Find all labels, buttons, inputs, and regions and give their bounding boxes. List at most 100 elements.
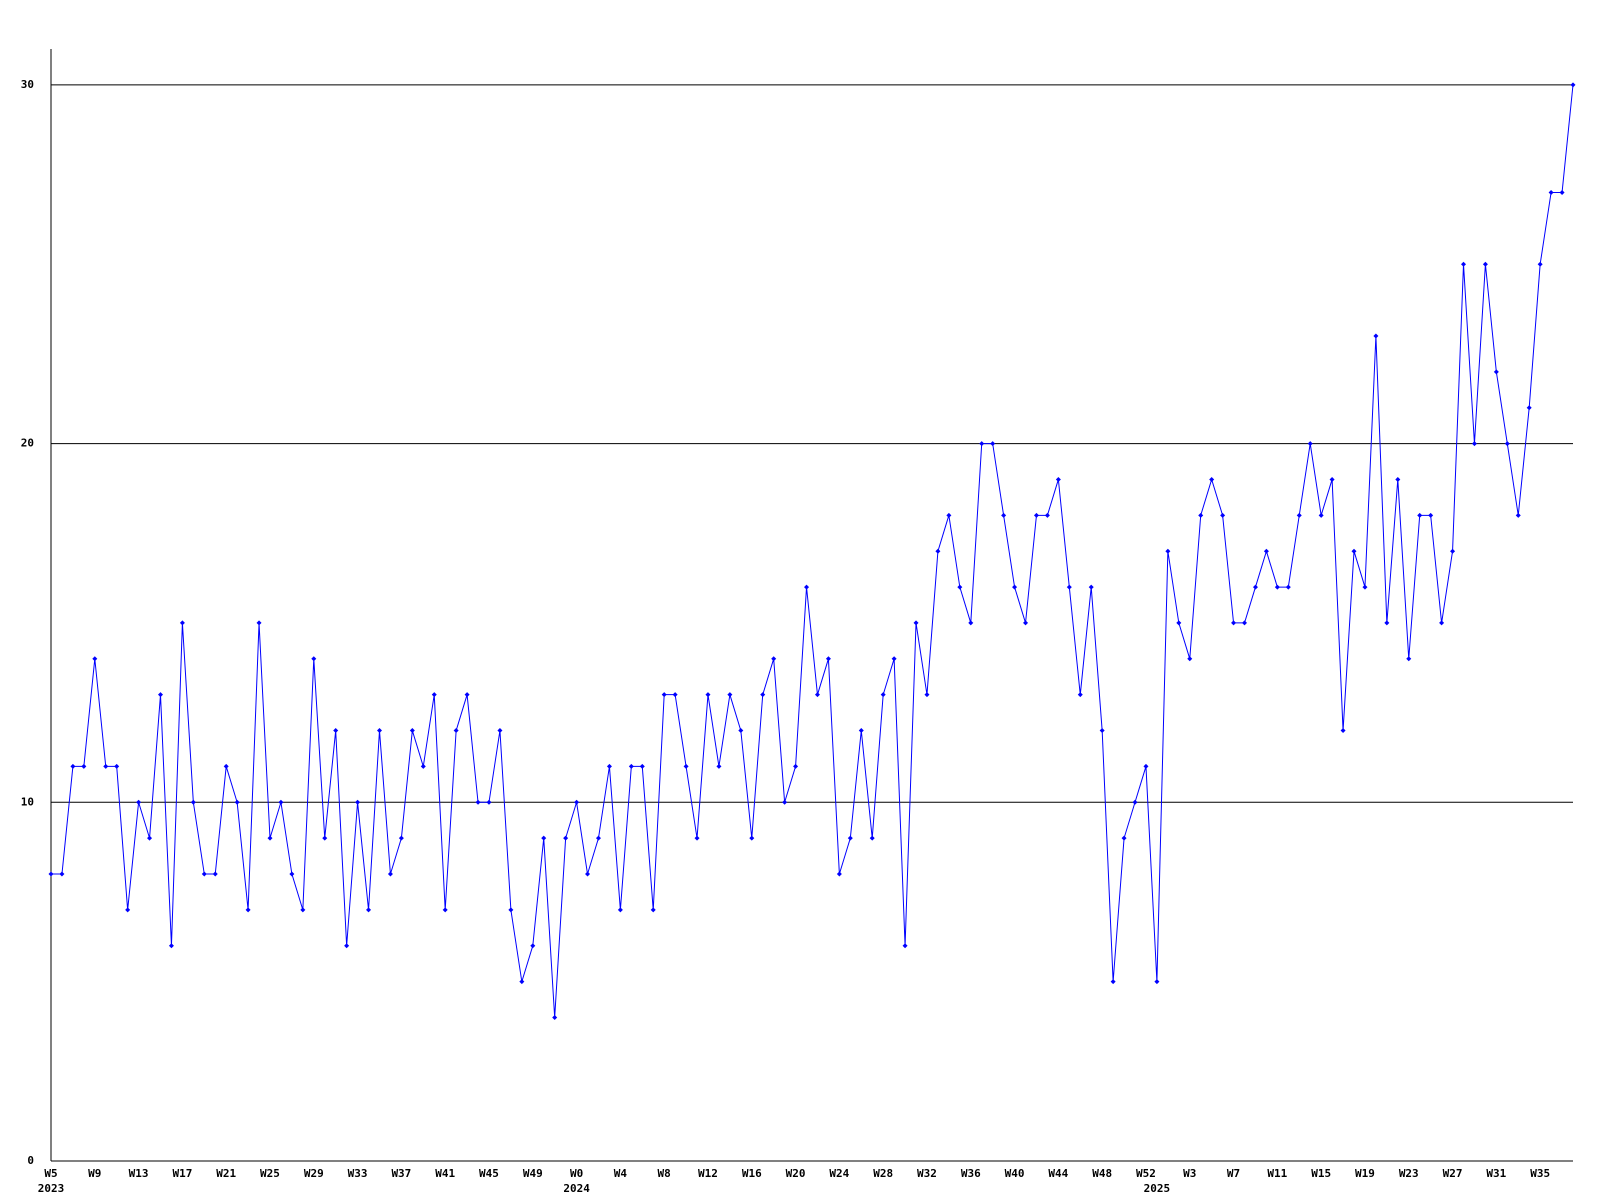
data-point <box>683 763 689 769</box>
data-point <box>858 728 864 734</box>
data-point <box>847 835 853 841</box>
x-tick-label: W35 <box>1530 1167 1550 1180</box>
data-point <box>541 835 547 841</box>
x-tick-label: W23 <box>1399 1167 1419 1180</box>
x-tick-label: W49 <box>523 1167 543 1180</box>
data-point <box>1176 620 1182 626</box>
data-point <box>289 871 295 877</box>
data-point <box>125 907 131 913</box>
data-point <box>147 835 153 841</box>
data-point <box>793 763 799 769</box>
data-point <box>585 871 591 877</box>
data-point <box>157 692 163 698</box>
data-point <box>935 548 941 554</box>
data-point <box>1209 476 1215 482</box>
data-point <box>1033 512 1039 518</box>
data-point <box>355 799 361 805</box>
x-tick-label: W9 <box>88 1167 101 1180</box>
data-point <box>1044 512 1050 518</box>
data-point <box>1471 441 1477 447</box>
data-point <box>201 871 207 877</box>
data-point <box>924 692 930 698</box>
data-point <box>1252 584 1258 590</box>
data-point <box>1110 979 1116 985</box>
data-point <box>1570 82 1576 88</box>
data-point <box>442 907 448 913</box>
x-tick-label: W48 <box>1092 1167 1112 1180</box>
data-point <box>1482 261 1488 267</box>
data-point <box>814 692 820 698</box>
data-point <box>1198 512 1204 518</box>
data-point <box>530 943 536 949</box>
data-point <box>1526 405 1532 411</box>
data-point <box>716 763 722 769</box>
data-point <box>245 907 251 913</box>
x-tick-label: W12 <box>698 1167 718 1180</box>
x-tick-label: W28 <box>873 1167 893 1180</box>
data-point <box>694 835 700 841</box>
x-tick-label: W16 <box>742 1167 762 1180</box>
data-point <box>1263 548 1269 554</box>
data-point <box>1406 656 1412 662</box>
year-label: 2025 <box>1144 1182 1171 1195</box>
x-tick-label: W19 <box>1355 1167 1375 1180</box>
data-point <box>1537 261 1543 267</box>
x-tick-label: W52 <box>1136 1167 1156 1180</box>
y-tick-label: 30 <box>21 78 34 91</box>
data-point <box>475 799 481 805</box>
x-tick-label: W7 <box>1227 1167 1240 1180</box>
x-tick-label: W36 <box>961 1167 981 1180</box>
data-point <box>420 763 426 769</box>
data-point <box>705 692 711 698</box>
data-point <box>278 799 284 805</box>
x-tick-label: W33 <box>348 1167 368 1180</box>
data-point <box>1515 512 1521 518</box>
data-point <box>628 763 634 769</box>
data-point <box>979 441 985 447</box>
data-point <box>749 835 755 841</box>
x-tick-label: W20 <box>786 1167 806 1180</box>
data-point <box>114 763 120 769</box>
data-point <box>1373 333 1379 339</box>
data-point <box>738 728 744 734</box>
x-tick-label: W31 <box>1486 1167 1506 1180</box>
data-point <box>836 871 842 877</box>
x-tick-label: W29 <box>304 1167 324 1180</box>
data-point <box>497 728 503 734</box>
data-point <box>212 871 218 877</box>
data-point <box>1504 441 1510 447</box>
data-point <box>771 656 777 662</box>
data-point <box>234 799 240 805</box>
data-point <box>782 799 788 805</box>
data-point <box>1493 369 1499 375</box>
x-tick-label: W3 <box>1183 1167 1196 1180</box>
data-point <box>59 871 65 877</box>
data-point <box>1340 728 1346 734</box>
data-point <box>1012 584 1018 590</box>
data-point <box>508 907 514 913</box>
data-point <box>891 656 897 662</box>
x-tick-label: W4 <box>614 1167 628 1180</box>
data-point <box>1242 620 1248 626</box>
data-point <box>1121 835 1127 841</box>
data-point <box>366 907 372 913</box>
x-tick-label: W44 <box>1048 1167 1068 1180</box>
x-tick-label: W0 <box>570 1167 583 1180</box>
data-point <box>300 907 306 913</box>
data-point <box>398 835 404 841</box>
data-point <box>1077 692 1083 698</box>
data-point <box>1329 476 1335 482</box>
x-tick-label: W32 <box>917 1167 937 1180</box>
data-point <box>1417 512 1423 518</box>
data-point <box>672 692 678 698</box>
x-tick-label: W21 <box>216 1167 236 1180</box>
data-point <box>650 907 656 913</box>
data-point <box>103 763 109 769</box>
data-point <box>1450 548 1456 554</box>
data-point <box>1220 512 1226 518</box>
y-tick-label: 20 <box>21 437 34 450</box>
data-point <box>595 835 601 841</box>
data-point <box>1274 584 1280 590</box>
data-point <box>1055 476 1061 482</box>
x-tick-label: W24 <box>829 1167 849 1180</box>
